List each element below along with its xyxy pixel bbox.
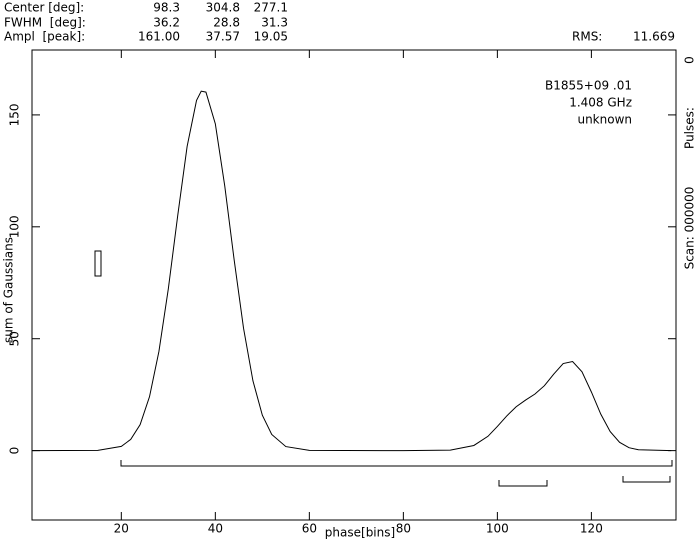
header-value: 98.3 bbox=[153, 1, 180, 15]
x-axis-label: phase[bins] bbox=[325, 526, 395, 540]
header-value: 37.57 bbox=[206, 30, 240, 44]
x-tick-label: 60 bbox=[302, 522, 317, 536]
x-tick-label: 100 bbox=[486, 522, 509, 536]
x-tick-label: 20 bbox=[114, 522, 129, 536]
header-value: 161.00 bbox=[138, 30, 180, 44]
profile-line bbox=[31, 90, 672, 452]
header-label: FWHM [deg]: bbox=[4, 16, 86, 30]
window-bracket bbox=[498, 480, 548, 487]
marker-box bbox=[94, 250, 102, 277]
scan-label: Scan: 000000 bbox=[683, 187, 697, 270]
annotation: 1.408 GHz bbox=[569, 96, 632, 110]
header-label: Center [deg]: bbox=[4, 1, 84, 15]
y-tick-label: 50 bbox=[8, 331, 22, 346]
window-bracket bbox=[120, 460, 673, 467]
window-bracket bbox=[622, 476, 671, 483]
header-value: 36.2 bbox=[153, 16, 180, 30]
rms-label: RMS: bbox=[572, 30, 602, 44]
annotation: B1855+09 .01 bbox=[545, 79, 632, 93]
x-tick-label: 40 bbox=[208, 522, 223, 536]
y-tick-label: 150 bbox=[8, 103, 22, 126]
x-tick-label: 120 bbox=[580, 522, 603, 536]
header-value: 31.3 bbox=[261, 16, 288, 30]
y-axis-label: sum of Gaussians bbox=[2, 237, 16, 343]
y-tick-label: 0 bbox=[8, 447, 22, 455]
annotation: unknown bbox=[577, 113, 632, 127]
frame bbox=[31, 49, 677, 521]
header-label: Ampl [peak]: bbox=[4, 30, 85, 44]
header-value: 28.8 bbox=[213, 16, 240, 30]
rms-value: 11.669 bbox=[633, 30, 675, 44]
header-value: 277.1 bbox=[254, 1, 288, 15]
pulses-label: Pulses: bbox=[683, 107, 697, 149]
pulses-value: 0 bbox=[683, 56, 697, 64]
header-value: 304.8 bbox=[206, 1, 240, 15]
x-tick-label: 80 bbox=[396, 522, 411, 536]
y-tick-label: 100 bbox=[8, 215, 22, 238]
header-value: 19.05 bbox=[254, 30, 288, 44]
